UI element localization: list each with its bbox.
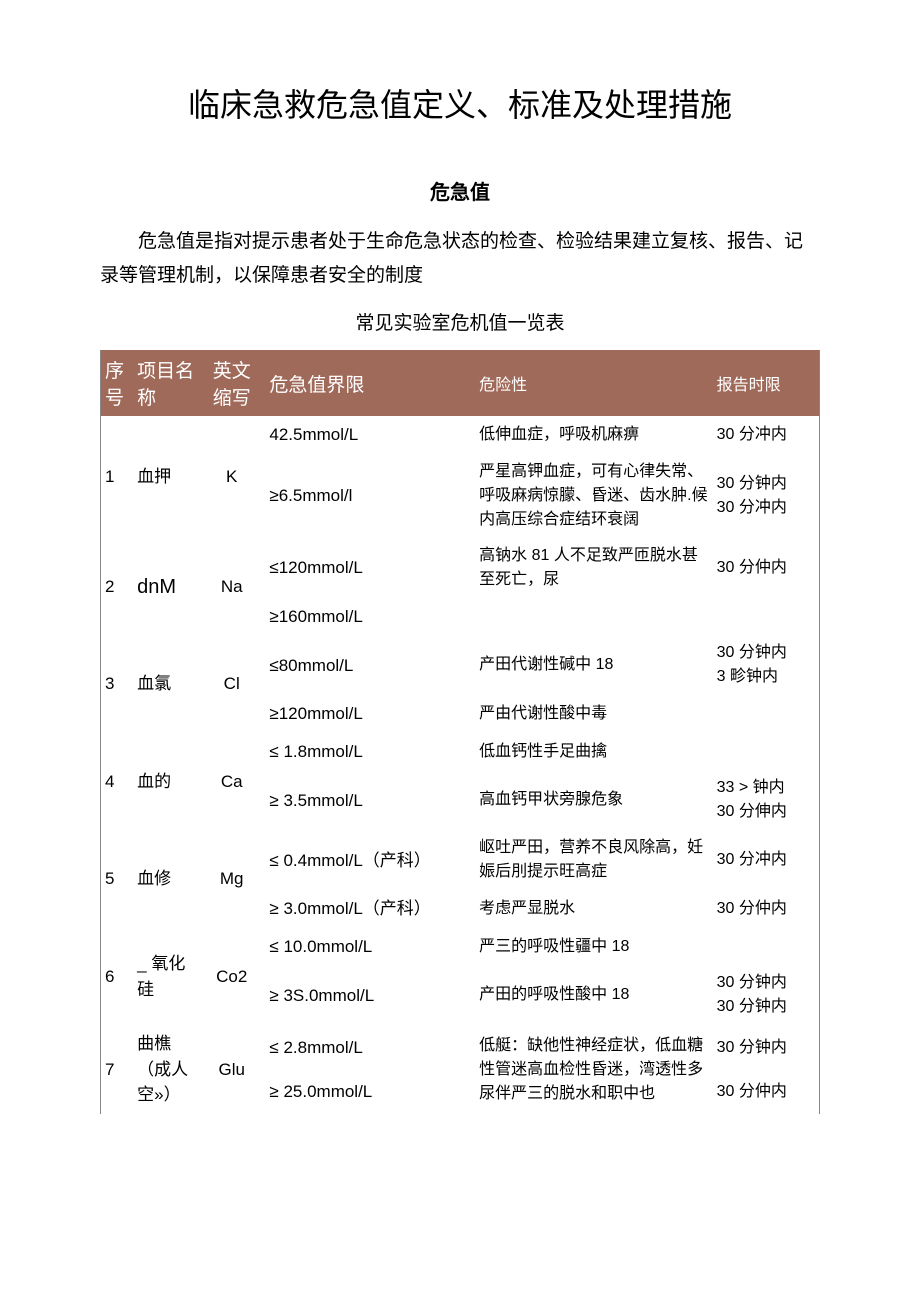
cell-time: 30 分钟内30 分钟内 [713,965,820,1025]
critical-value-table: 序号 项目名称 英文缩写 危急值界限 危险性 报告时限 1 血押 K 42.5m… [100,350,820,1114]
cell-risk: 严由代谢性酸中毒 [475,695,712,733]
cell-time: 30 分钟内 [713,1025,820,1069]
cell-abbr: Ca [202,733,261,831]
cell-risk: 产田的呼吸性酸中 18 [475,965,712,1025]
cell-risk: 产田代谢性碱中 18 [475,635,712,695]
cell-limit: ≥ 3.5mmol/L [261,770,475,830]
table-caption: 常见实验室危机值一览表 [100,308,820,335]
cell-seq: 7 [101,1025,134,1114]
header-limit: 危急值界限 [261,350,475,416]
cell-seq: 1 [101,416,134,538]
cell-time: 30 分冲内 [713,416,820,454]
cell-limit: ≥6.5mmol/l [261,454,475,538]
cell-abbr: Cl [202,635,261,733]
cell-abbr: Glu [202,1025,261,1114]
cell-abbr: Mg [202,830,261,928]
table-row: 2 dnM Na ≤120mmol/L 高钠水 81 人不足致严匝脱水甚至死亡，… [101,538,820,598]
cell-risk: 高钠水 81 人不足致严匝脱水甚至死亡，尿 [475,538,712,598]
cell-time [713,695,820,733]
cell-name: 曲樵（成人空»） [133,1025,202,1114]
table-row: 7 曲樵（成人空»） Glu ≤ 2.8mmol/L 低艇：缺他性神经症状，低血… [101,1025,820,1069]
page-title: 临床急救危急值定义、标准及处理措施 [100,80,820,126]
cell-abbr: K [202,416,261,538]
cell-risk: 高血钙甲状旁腺危象 [475,770,712,830]
cell-seq: 6 [101,928,134,1026]
cell-time [713,598,820,636]
cell-abbr: Na [202,538,261,636]
table-row: 1 血押 K 42.5mmol/L 低伸血症，呼吸机麻痹 30 分冲内 [101,416,820,454]
cell-name: 血押 [133,416,202,538]
cell-time [713,733,820,771]
cell-time: 30 分钟内3 畛钟内 [713,635,820,695]
header-name: 项目名称 [133,350,202,416]
cell-time: 30 分钟内30 分冲内 [713,454,820,538]
cell-time: 33 > 钟内30 分伸内 [713,770,820,830]
cell-time: 30 分仲内 [713,890,820,928]
cell-name: 血修 [133,830,202,928]
cell-limit: ≥ 3.0mmol/L（产科） [261,890,475,928]
cell-limit: ≤80mmol/L [261,635,475,695]
header-abbr: 英文缩写 [202,350,261,416]
table-row: 4 血的 Ca ≤ 1.8mmol/L 低血钙性手足曲擒 [101,733,820,771]
cell-seq: 5 [101,830,134,928]
header-risk: 危险性 [475,350,712,416]
table-row: 5 血修 Mg ≤ 0.4mmol/L（产科） 岖吐严田，营养不良风除高，妊娠后… [101,830,820,890]
cell-limit: ≤ 1.8mmol/L [261,733,475,771]
cell-time: 30 分冲内 [713,830,820,890]
header-seq: 序号 [101,350,134,416]
cell-limit: ≥120mmol/L [261,695,475,733]
cell-time: 30 分仲内 [713,538,820,598]
cell-limit: ≥ 25.0mmol/L [261,1070,475,1114]
cell-limit: ≥ 3S.0mmol/L [261,965,475,1025]
cell-name: dnM [133,538,202,636]
cell-name: _ 氧化硅 [133,928,202,1026]
cell-risk: 岖吐严田，营养不良风除高，妊娠后刖提示旺高症 [475,830,712,890]
table-row: 6 _ 氧化硅 Co2 ≤ 10.0mmol/L 严三的呼吸性疆中 18 [101,928,820,966]
cell-risk: 严星高钾血症，可有心律失常、呼吸麻病惊朦、昏迷、齿水肿.候内高压综合症结环衰阔 [475,454,712,538]
cell-name: 血氯 [133,635,202,733]
cell-limit: ≤ 2.8mmol/L [261,1025,475,1069]
cell-seq: 4 [101,733,134,831]
cell-limit: 42.5mmol/L [261,416,475,454]
cell-limit: ≤ 0.4mmol/L（产科） [261,830,475,890]
cell-risk: 低艇：缺他性神经症状，低血糖性管迷高血检性昏迷，湾透性多尿伴严三的脱水和职中也 [475,1025,712,1114]
intro-paragraph: 危急值是指对提示患者处于生命危急状态的检查、检验结果建立复核、报告、记录等管理机… [100,225,820,293]
cell-risk: 考虑严显脱水 [475,890,712,928]
cell-risk: 低伸血症，呼吸机麻痹 [475,416,712,454]
cell-limit: ≤120mmol/L [261,538,475,598]
section-subtitle: 危急值 [100,176,820,205]
cell-abbr: Co2 [202,928,261,1026]
cell-seq: 2 [101,538,134,636]
cell-name: 血的 [133,733,202,831]
cell-risk: 低血钙性手足曲擒 [475,733,712,771]
header-time: 报告时限 [713,350,820,416]
table-header-row: 序号 项目名称 英文缩写 危急值界限 危险性 报告时限 [101,350,820,416]
cell-limit: ≤ 10.0mmol/L [261,928,475,966]
cell-risk: 严三的呼吸性疆中 18 [475,928,712,966]
cell-limit: ≥160mmol/L [261,598,475,636]
table-row: 3 血氯 Cl ≤80mmol/L 产田代谢性碱中 18 30 分钟内3 畛钟内 [101,635,820,695]
cell-time: 30 分仲内 [713,1070,820,1114]
cell-risk [475,598,712,636]
cell-time [713,928,820,966]
cell-seq: 3 [101,635,134,733]
